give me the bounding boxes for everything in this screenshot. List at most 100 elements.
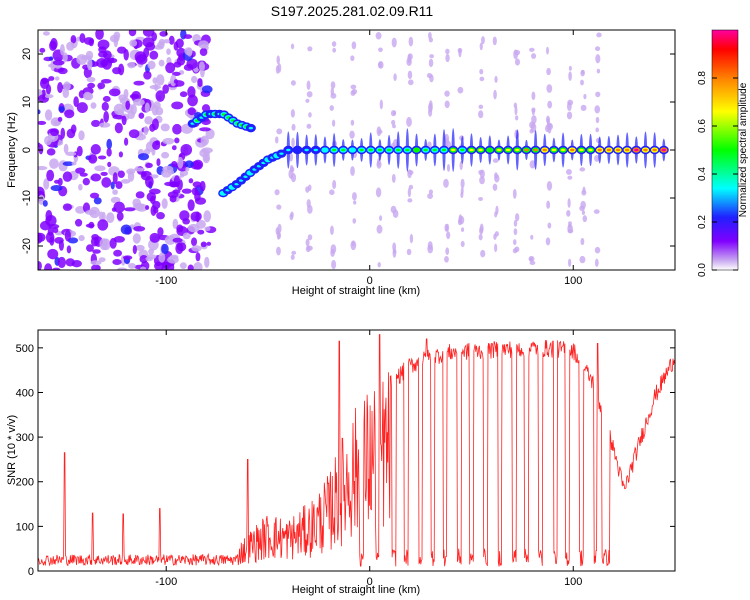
noise-blob bbox=[47, 248, 59, 260]
streak-blob bbox=[428, 108, 433, 117]
noise-blob bbox=[129, 93, 140, 99]
noise-blob bbox=[133, 80, 145, 86]
streak-blob bbox=[290, 109, 295, 118]
ridge-core bbox=[304, 148, 309, 152]
streak-blob bbox=[495, 205, 499, 215]
noise-blob bbox=[191, 237, 198, 247]
noise-blob bbox=[200, 241, 207, 248]
noise-blob bbox=[103, 110, 109, 123]
streak-blob bbox=[460, 240, 465, 248]
ridge-core bbox=[496, 148, 502, 152]
noise-blob bbox=[82, 177, 90, 186]
streak-blob bbox=[349, 130, 355, 139]
noise-blob bbox=[38, 232, 43, 244]
noise-blob bbox=[44, 109, 53, 121]
noise-blob bbox=[86, 76, 96, 83]
ridge-core bbox=[450, 148, 456, 152]
streak-blob bbox=[494, 172, 498, 179]
streak-blob bbox=[545, 46, 549, 55]
noise-blob bbox=[144, 116, 153, 125]
ridge-core bbox=[634, 148, 639, 152]
ridge-core bbox=[460, 148, 465, 152]
streak-blob bbox=[566, 101, 572, 112]
streak-blob bbox=[408, 184, 414, 190]
streak-blob bbox=[351, 192, 357, 201]
noise-blob bbox=[74, 218, 83, 227]
ridge-core bbox=[570, 148, 575, 152]
streak-blob bbox=[460, 227, 465, 232]
streak-blob bbox=[427, 193, 434, 199]
ridge-core bbox=[551, 148, 557, 152]
ridge-core bbox=[286, 148, 291, 152]
noise-blob bbox=[174, 137, 180, 144]
streak-blob bbox=[568, 71, 572, 81]
streak-blob bbox=[276, 55, 281, 65]
noise-blob bbox=[166, 48, 171, 55]
streak-blob bbox=[379, 215, 383, 222]
streak-blob bbox=[568, 65, 572, 71]
noise-blob bbox=[91, 264, 101, 270]
snr-xtick-label: 0 bbox=[367, 576, 373, 588]
noise-blob bbox=[44, 263, 53, 270]
streak-blob bbox=[515, 213, 520, 222]
streak-blob bbox=[291, 137, 295, 148]
noise-blob bbox=[116, 267, 128, 270]
noise-blob bbox=[112, 114, 124, 120]
noise-blob bbox=[143, 125, 149, 136]
streak-blob bbox=[513, 239, 517, 246]
noise-blob bbox=[98, 257, 106, 263]
noise-blob bbox=[97, 155, 107, 160]
streak-blob bbox=[513, 102, 518, 109]
streak-blob bbox=[391, 119, 396, 126]
streak-blob bbox=[306, 123, 312, 129]
noise-blob bbox=[39, 47, 46, 53]
streak-blob bbox=[291, 250, 297, 255]
streak-blob bbox=[547, 100, 553, 109]
streak-blob bbox=[306, 80, 311, 90]
streak-blob bbox=[594, 246, 601, 254]
noise-blob bbox=[106, 138, 113, 150]
noise-blob bbox=[49, 236, 55, 246]
streak-blob bbox=[444, 256, 449, 263]
noise-blob bbox=[200, 135, 209, 146]
noise-blob bbox=[149, 188, 161, 195]
snr-marks bbox=[38, 334, 675, 567]
noise-blob bbox=[70, 35, 77, 44]
streak-blob bbox=[330, 87, 335, 96]
noise-blob bbox=[108, 166, 120, 176]
streak-blob bbox=[479, 42, 483, 51]
streak-blob bbox=[428, 37, 434, 43]
streak-blob bbox=[479, 169, 485, 179]
ridge-core bbox=[423, 148, 428, 152]
streak-blob bbox=[392, 124, 396, 129]
streak-blob bbox=[514, 246, 520, 253]
streak-blob bbox=[547, 222, 552, 229]
streak-blob bbox=[289, 213, 294, 221]
streak-blob bbox=[530, 234, 534, 240]
streak-blob bbox=[306, 91, 313, 98]
colorbar-tick-label: 0.4 bbox=[697, 167, 708, 181]
streak-blob bbox=[275, 136, 279, 144]
noise-blob bbox=[65, 151, 77, 157]
noise-blob bbox=[188, 178, 194, 184]
streak-blob bbox=[529, 160, 536, 169]
noise-blob bbox=[89, 192, 100, 199]
noise-blob bbox=[160, 123, 170, 132]
streak-blob bbox=[391, 37, 397, 48]
ridge-core bbox=[624, 148, 630, 152]
noise-blob bbox=[64, 229, 71, 242]
streak-blob bbox=[291, 123, 296, 131]
streak-blob bbox=[512, 188, 517, 199]
ridge-core bbox=[248, 126, 254, 130]
ridge-core bbox=[396, 148, 401, 152]
snr-panel: -100 0 100 0 100 200 300 400 500 Height of strai… bbox=[6, 329, 676, 596]
streak-blob bbox=[494, 75, 498, 83]
noise-blob bbox=[156, 212, 165, 220]
noise-blob bbox=[183, 34, 193, 39]
noise-blob bbox=[206, 241, 212, 246]
streak-blob bbox=[595, 127, 600, 133]
noise-blob bbox=[187, 107, 196, 116]
streak-blob bbox=[351, 41, 357, 50]
ridge-core bbox=[441, 148, 447, 152]
